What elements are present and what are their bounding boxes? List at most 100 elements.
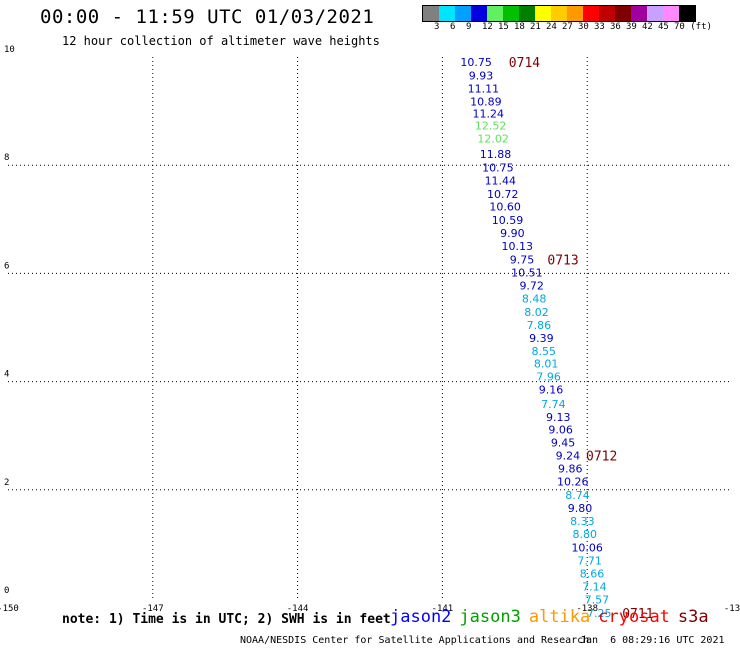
color-scale-label: 6 <box>450 22 456 32</box>
x-tick-label: -150 <box>0 604 19 614</box>
wave-height-value: 7.86 <box>527 319 552 332</box>
color-scale-label: 24 <box>546 22 557 32</box>
color-swatch <box>631 6 647 21</box>
wave-height-value: 9.24 <box>556 450 581 463</box>
color-scale-label: 18 <box>514 22 525 32</box>
color-swatch <box>471 6 487 21</box>
wave-height-value: 10.13 <box>501 240 533 253</box>
color-scale-label: 36 <box>610 22 621 32</box>
wave-height-value: 11.11 <box>468 82 500 95</box>
color-swatch <box>535 6 551 21</box>
satellite-legend-item: cryosat <box>598 607 670 627</box>
wave-height-value: 9.72 <box>519 279 544 292</box>
wave-height-value: 10.89 <box>470 95 502 108</box>
wave-height-value: 12.02 <box>477 133 509 146</box>
wave-height-value: 10.60 <box>489 200 521 213</box>
wave-height-value: 7.96 <box>536 371 561 384</box>
wave-height-value: 9.06 <box>548 424 573 437</box>
color-scale-label: 39 <box>626 22 637 32</box>
wave-height-value: 8.66 <box>580 568 605 581</box>
x-tick-label: -13 <box>724 604 740 614</box>
wave-height-value: 8.02 <box>524 306 549 319</box>
y-tick-label: 2 <box>4 478 9 488</box>
y-tick-label: 6 <box>4 261 9 271</box>
generation-timestamp: Jan 6 08:29:16 UTC 2021 <box>580 635 725 646</box>
wave-height-value: 10.75 <box>460 56 492 69</box>
wave-height-value: 9.86 <box>558 463 583 476</box>
color-swatch <box>647 6 663 21</box>
wave-height-value: 8.80 <box>573 528 598 541</box>
time-annotation: 0714 <box>509 56 540 71</box>
wave-height-value: 10.75 <box>482 161 514 174</box>
wave-height-value: 9.90 <box>500 227 525 240</box>
color-scale-label: 3 <box>434 22 440 32</box>
wave-height-value: 10.06 <box>571 542 603 555</box>
wave-height-value: 11.24 <box>473 107 505 120</box>
wave-height-value: 9.75 <box>510 253 535 266</box>
color-scale-labels: 3 6 9 12 15 18 21 24 27 30 33 36 39 42 45 70 (ft) <box>422 22 740 34</box>
satellite-legend-item: jason3 <box>459 607 521 627</box>
wave-height-value: 9.45 <box>551 437 576 450</box>
wave-height-value: 8.48 <box>522 292 547 305</box>
wave-height-value: 12.52 <box>475 120 507 133</box>
wave-height-value: 11.88 <box>480 148 512 161</box>
chart-subtitle: 12 hour collection of altimeter wave hei… <box>62 34 380 48</box>
color-scale-label: 9 <box>466 22 472 32</box>
color-swatch <box>455 6 471 21</box>
wave-height-value: 7.25 <box>587 607 612 620</box>
satellite-legend-item: jason2 <box>390 607 452 627</box>
wave-height-value: 10.72 <box>487 188 519 201</box>
color-scale-label: 15 <box>498 22 509 32</box>
color-scale-label: 12 <box>482 22 493 32</box>
color-scale-label: 45 <box>658 22 669 32</box>
wave-height-value: 7.74 <box>541 398 566 411</box>
wave-height-value: 8.55 <box>532 345 557 358</box>
color-swatch <box>583 6 599 21</box>
wave-height-value: 9.13 <box>546 411 571 424</box>
color-swatch <box>663 6 679 21</box>
color-swatch <box>503 6 519 21</box>
color-swatch <box>599 6 615 21</box>
time-annotation: 0713 <box>547 253 578 268</box>
wave-height-value: 7.57 <box>585 594 610 607</box>
color-scale-label: 27 <box>562 22 573 32</box>
chart-title: 00:00 - 11:59 UTC 01/03/2021 <box>40 6 375 28</box>
y-tick-label: 0 <box>4 586 9 596</box>
satellite-legend-item: s3a <box>677 607 709 627</box>
color-swatch <box>519 6 535 21</box>
wave-height-value: 8.01 <box>534 358 559 371</box>
color-swatch <box>615 6 631 21</box>
color-swatch <box>567 6 583 21</box>
wave-height-value: 9.93 <box>469 69 494 82</box>
wave-height-value: 8.33 <box>570 515 595 528</box>
wave-height-value: 7.71 <box>577 555 602 568</box>
wave-height-value: 9.39 <box>529 332 554 345</box>
wave-height-value: 9.80 <box>568 502 593 515</box>
color-scale-label: 70 (ft) <box>674 22 712 32</box>
color-scale-label: 42 <box>642 22 653 32</box>
color-scale-bar <box>422 5 696 22</box>
color-swatch <box>551 6 567 21</box>
units-note: note: 1) Time is in UTC; 2) SWH is in fe… <box>62 612 391 627</box>
wave-height-value: 9.16 <box>539 384 564 397</box>
wave-height-value: 8.74 <box>565 489 590 502</box>
color-swatch <box>423 6 439 21</box>
y-tick-label: 8 <box>4 153 9 163</box>
wave-height-value: 7.14 <box>582 581 607 594</box>
credit-text: NOAA/NESDIS Center for Satellite Applica… <box>240 635 590 646</box>
y-tick-label: 4 <box>4 370 9 380</box>
x-tick-label: -141 <box>432 604 454 614</box>
x-tick-label: -147 <box>142 604 164 614</box>
color-scale-label: 21 <box>530 22 541 32</box>
color-swatch <box>487 6 503 21</box>
color-scale-label: 33 <box>594 22 605 32</box>
x-tick-label: -144 <box>287 604 309 614</box>
color-swatch <box>679 6 695 21</box>
y-tick-label: 10 <box>4 45 15 55</box>
satellite-legend-item: altika <box>528 607 591 627</box>
x-tick-label: -138 <box>576 604 598 614</box>
time-annotation: 0712 <box>586 450 617 465</box>
color-scale-label: 30 <box>578 22 589 32</box>
